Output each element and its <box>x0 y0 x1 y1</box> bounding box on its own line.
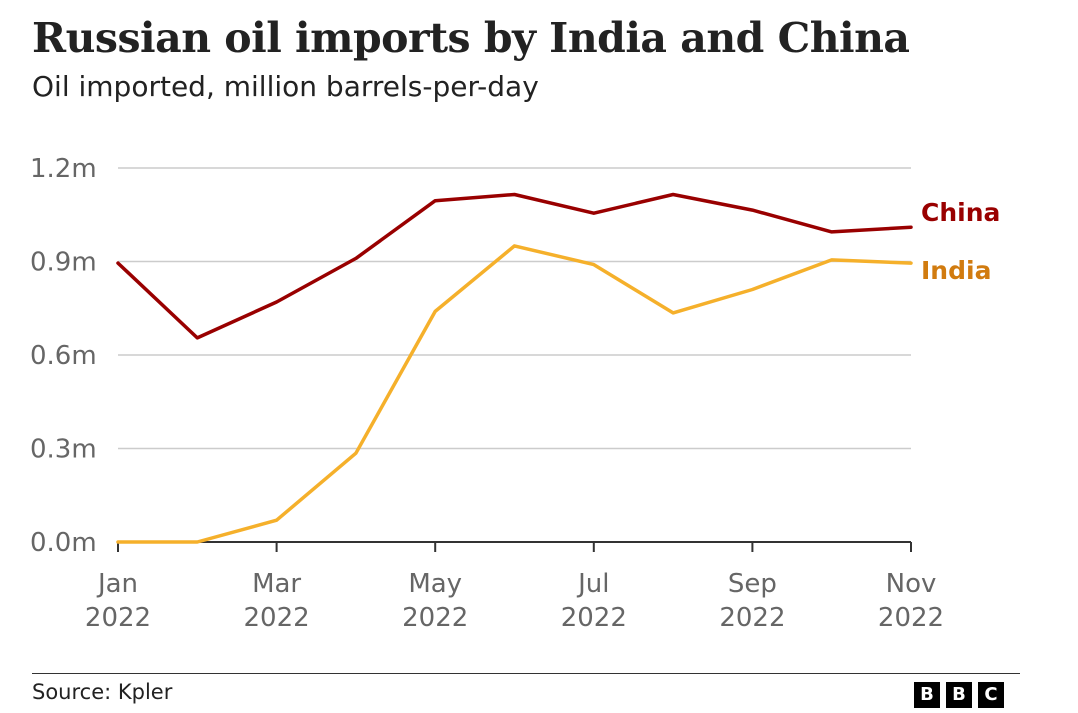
x-tick-label-month: Jul <box>576 569 609 599</box>
chart-subtitle: Oil imported, million barrels-per-day <box>32 70 539 103</box>
bbc-logo: B B C <box>914 682 1004 708</box>
series-label-india: India <box>921 256 991 285</box>
chart-title: Russian oil imports by India and China <box>32 14 910 62</box>
y-tick-label: 0.9m <box>30 248 97 278</box>
bbc-logo-letter: B <box>946 682 972 708</box>
y-tick-label: 0.6m <box>30 341 97 371</box>
source-note: Source: Kpler <box>32 680 173 704</box>
y-tick-label: 0.3m <box>30 435 97 465</box>
x-tick-label-month: May <box>408 569 462 599</box>
y-tick-label: 0.0m <box>30 528 97 558</box>
bbc-logo-letter: B <box>914 682 940 708</box>
x-tick-label-year: 2022 <box>878 603 944 633</box>
x-tick-label-month: Nov <box>886 569 937 599</box>
x-tick-label-month: Jan <box>96 569 138 599</box>
x-tick-label-year: 2022 <box>402 603 468 633</box>
bbc-logo-letter: C <box>978 682 1004 708</box>
series-label-china: China <box>921 198 1000 227</box>
x-tick-label-month: Sep <box>728 569 777 599</box>
series-line-china <box>116 192 913 340</box>
x-tick-label-year: 2022 <box>244 603 310 633</box>
series-line-india <box>116 244 913 544</box>
x-tick-label-month: Mar <box>252 569 301 599</box>
y-tick-label: 1.2m <box>30 154 97 184</box>
x-tick-label-year: 2022 <box>719 603 785 633</box>
footer-divider <box>32 673 1020 674</box>
x-tick-label-year: 2022 <box>561 603 627 633</box>
x-tick-label-year: 2022 <box>85 603 151 633</box>
